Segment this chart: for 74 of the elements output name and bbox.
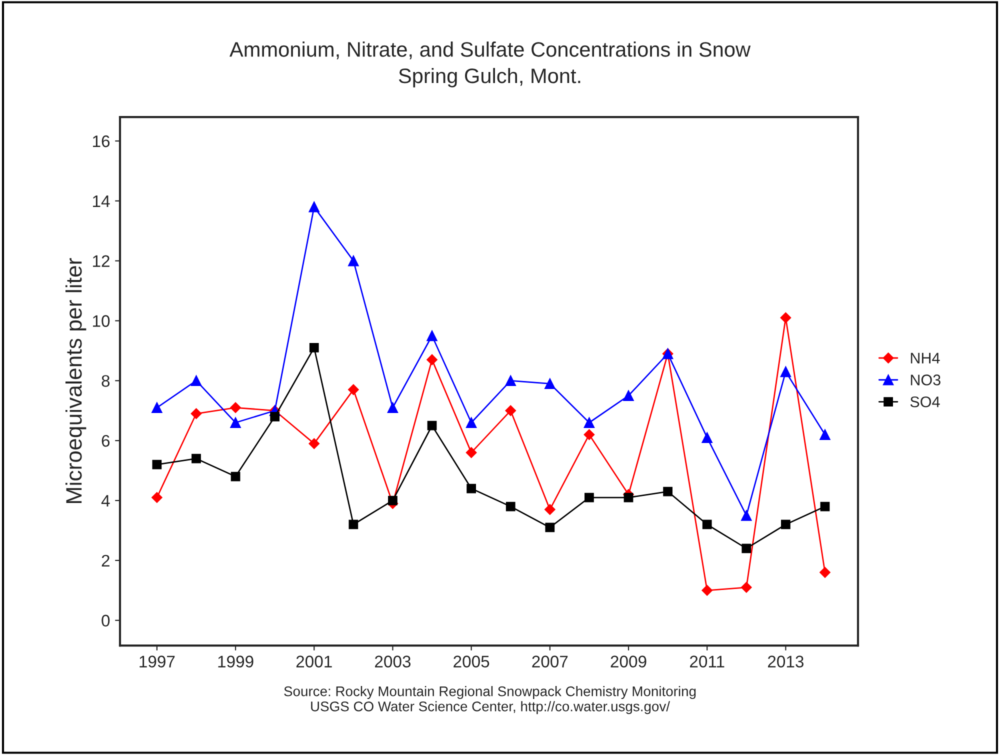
point: [740, 582, 752, 593]
point: [190, 408, 202, 420]
point: [348, 520, 358, 530]
point: [820, 502, 830, 512]
point: [702, 584, 713, 596]
point: [348, 384, 359, 396]
point: [780, 312, 792, 324]
point: [663, 486, 672, 496]
point: [544, 378, 556, 390]
point: [466, 447, 477, 458]
point: [702, 432, 712, 443]
point: [427, 420, 437, 430]
x-tick-label: 2003: [375, 656, 411, 668]
x-tick-label: 1999: [218, 656, 254, 668]
x-tick-label: 1997: [140, 656, 175, 668]
point: [742, 544, 752, 554]
point: [230, 417, 241, 428]
x-tick-label: 2007: [532, 656, 568, 668]
point: [544, 504, 556, 515]
point: [192, 454, 201, 464]
point: [780, 366, 792, 378]
point: [230, 472, 240, 482]
point: [506, 502, 516, 512]
legend-label: NO3: [910, 374, 940, 386]
point: [741, 510, 752, 521]
point: [702, 520, 712, 530]
x-tick-label: 2001: [296, 656, 332, 668]
point: [230, 402, 241, 414]
point: [152, 402, 162, 414]
point: [820, 566, 830, 578]
point: [781, 520, 790, 530]
y-tick-label: 4: [101, 495, 110, 507]
point: [505, 405, 516, 416]
y-tick-label: 2: [102, 554, 110, 566]
point: [426, 354, 438, 366]
chart-subtitle: Spring Gulch, Mont.: [398, 68, 580, 88]
point: [152, 460, 162, 470]
legend-label: SO4: [910, 396, 940, 408]
point: [270, 412, 280, 422]
point: [387, 402, 398, 414]
source-note: Source: Rocky Mountain Regional Snowpack Chemistry Monitoring: [284, 686, 696, 699]
chart-title: Ammonium, Nitrate, and Sulfate Concentrations in Snow: [230, 42, 751, 60]
y-tick-label: 10: [93, 315, 110, 327]
point: [152, 492, 162, 503]
point: [308, 202, 320, 212]
point: [348, 255, 359, 266]
y-tick-label: 0: [102, 614, 110, 627]
x-tick-label: 2005: [454, 656, 490, 668]
point: [623, 390, 634, 402]
y-axis-title: Microequivalents per liter: [65, 258, 86, 503]
x-tick-label: 2011: [690, 656, 724, 668]
y-tick-label: 6: [102, 434, 110, 447]
point: [820, 429, 830, 440]
point: [466, 417, 477, 428]
point: [309, 343, 319, 352]
point: [545, 522, 555, 532]
legend-label: NH4: [910, 352, 940, 364]
y-tick-label: 16: [93, 135, 110, 148]
point: [190, 375, 202, 386]
point: [388, 496, 398, 506]
x-tick-label: 2009: [610, 656, 646, 668]
y-tick-label: 8: [102, 375, 110, 387]
point: [624, 492, 634, 502]
point: [584, 492, 594, 502]
point: [308, 438, 320, 450]
point: [584, 429, 595, 440]
x-tick-label: 2013: [768, 656, 804, 668]
point: [505, 375, 516, 386]
point: [466, 484, 476, 494]
text: USGS CO Water Science Center, http://co.water.usgs.gov/: [311, 701, 670, 714]
point: [584, 417, 595, 428]
y-tick-label: 12: [93, 255, 110, 267]
point: [426, 330, 438, 342]
y-tick-label: 14: [93, 195, 110, 207]
